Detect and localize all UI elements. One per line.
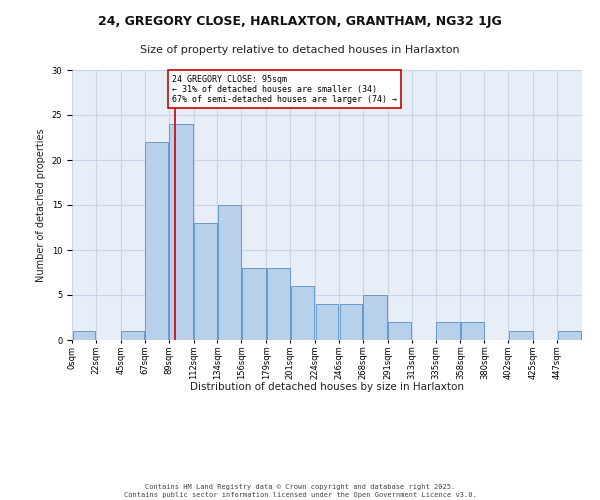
Bar bbox=[364, 295, 387, 340]
Bar bbox=[267, 268, 290, 340]
Bar bbox=[291, 286, 314, 340]
Bar bbox=[436, 322, 460, 340]
Bar bbox=[218, 205, 241, 340]
Bar bbox=[316, 304, 338, 340]
Bar bbox=[121, 331, 144, 340]
Bar bbox=[461, 322, 484, 340]
Bar bbox=[242, 268, 266, 340]
X-axis label: Distribution of detached houses by size in Harlaxton: Distribution of detached houses by size … bbox=[190, 382, 464, 392]
Text: Size of property relative to detached houses in Harlaxton: Size of property relative to detached ho… bbox=[140, 45, 460, 55]
Text: Contains HM Land Registry data © Crown copyright and database right 2025.
Contai: Contains HM Land Registry data © Crown c… bbox=[124, 484, 476, 498]
Text: 24 GREGORY CLOSE: 95sqm
← 31% of detached houses are smaller (34)
67% of semi-de: 24 GREGORY CLOSE: 95sqm ← 31% of detache… bbox=[172, 74, 397, 104]
Bar bbox=[340, 304, 362, 340]
Bar bbox=[73, 331, 95, 340]
Bar bbox=[194, 223, 217, 340]
Bar bbox=[145, 142, 168, 340]
Bar bbox=[388, 322, 411, 340]
Bar bbox=[509, 331, 533, 340]
Bar bbox=[557, 331, 581, 340]
Bar bbox=[169, 124, 193, 340]
Text: 24, GREGORY CLOSE, HARLAXTON, GRANTHAM, NG32 1JG: 24, GREGORY CLOSE, HARLAXTON, GRANTHAM, … bbox=[98, 15, 502, 28]
Y-axis label: Number of detached properties: Number of detached properties bbox=[36, 128, 46, 282]
